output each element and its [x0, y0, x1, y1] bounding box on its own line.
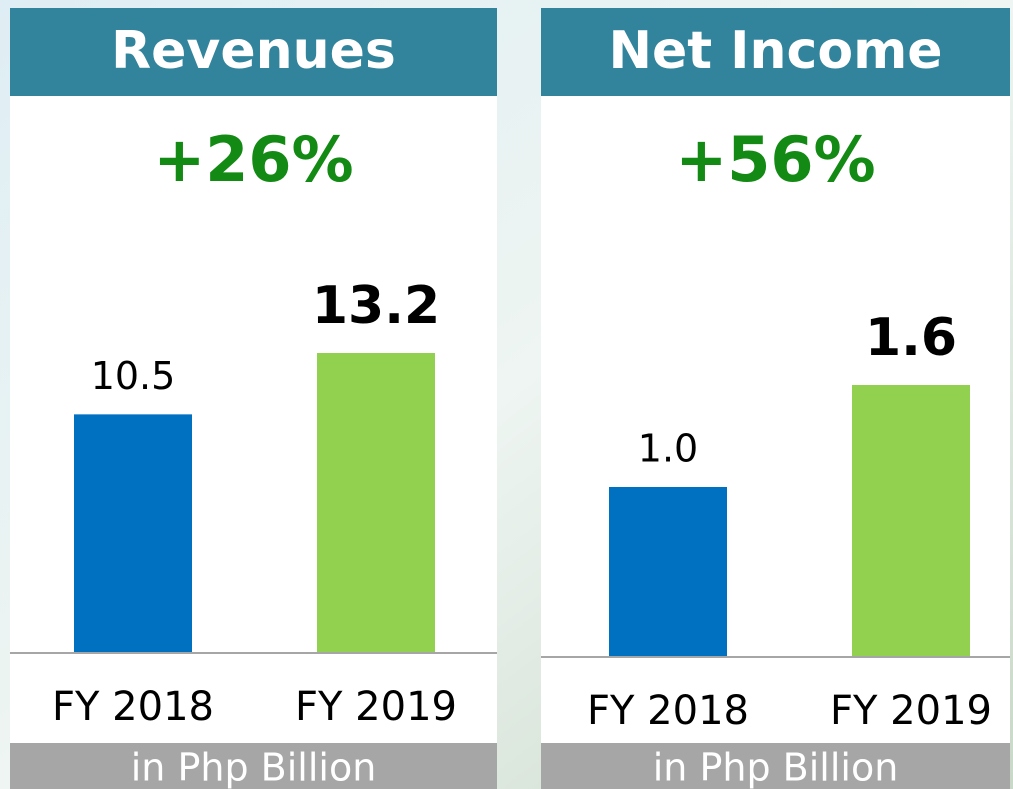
- panel-header: [10, 8, 497, 96]
- value-label: 1.0: [638, 427, 698, 471]
- growth-annotation: +26%: [153, 123, 353, 196]
- panel-title: Revenues: [111, 21, 396, 81]
- footer: [541, 743, 1010, 789]
- value-label: 1.6: [865, 308, 957, 368]
- value-label: 13.2: [312, 276, 440, 336]
- unit-note: in Php Billion: [131, 746, 377, 789]
- unit-note: in Php Billion: [653, 746, 899, 789]
- value-label: 10.5: [91, 354, 176, 398]
- growth-annotation: +56%: [675, 123, 875, 196]
- x-tick-label: FY 2018: [587, 688, 749, 734]
- footer: [10, 743, 497, 789]
- bar: [852, 385, 970, 657]
- panel-header: [541, 8, 1010, 96]
- x-tick-label: FY 2019: [830, 688, 992, 734]
- panel-title: Net Income: [608, 21, 942, 81]
- bar: [609, 487, 727, 657]
- x-tick-label: FY 2019: [295, 684, 457, 730]
- bar: [317, 353, 435, 653]
- x-tick-label: FY 2018: [52, 684, 214, 730]
- bar: [74, 414, 192, 653]
